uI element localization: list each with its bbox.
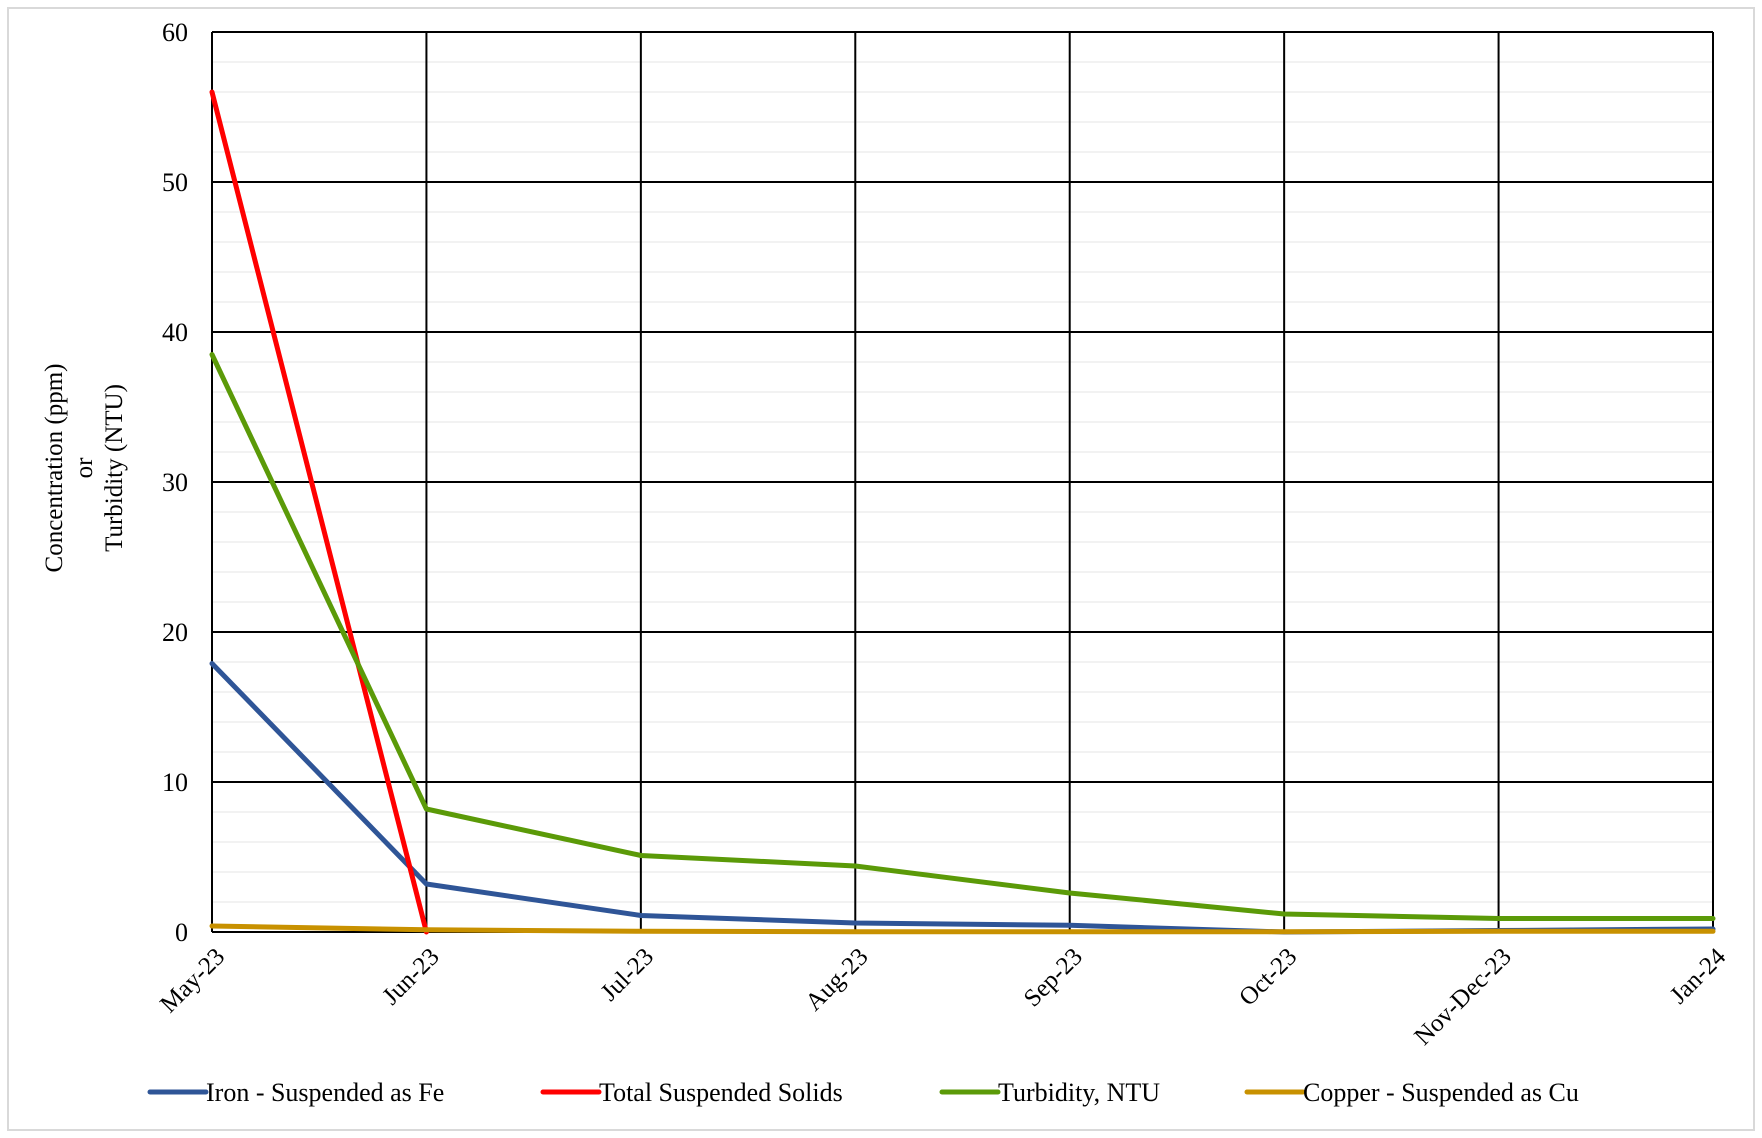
y-tick-label: 0: [175, 918, 188, 947]
y-axis-title-line-3: Turbidity (NTU): [101, 384, 128, 552]
y-axis-title-line-1: Concentration (ppm): [41, 364, 68, 573]
y-tick-label: 10: [162, 768, 188, 797]
y-axis-title: Concentration (ppm) or Turbidity (NTU): [41, 364, 128, 573]
y-tick-label: 60: [162, 18, 188, 47]
chart-border: [7, 7, 1755, 1131]
y-tick-label: 20: [162, 618, 188, 647]
y-axis-title-line-2: or: [71, 457, 98, 479]
y-tick-label: 50: [162, 168, 188, 197]
legend-label-3: Turbidity, NTU: [998, 1078, 1160, 1107]
series-line-4: [209, 923, 1716, 935]
legend-label-2: Total Suspended Solids: [599, 1078, 843, 1107]
series-line-2: [209, 89, 429, 935]
y-tick-label: 40: [162, 318, 188, 347]
y-tick-label: 30: [162, 468, 188, 497]
legend-label-1: Iron - Suspended as Fe: [206, 1078, 444, 1107]
series-line-3: [209, 352, 1716, 921]
legend-label-4: Copper - Suspended as Cu: [1303, 1078, 1579, 1107]
